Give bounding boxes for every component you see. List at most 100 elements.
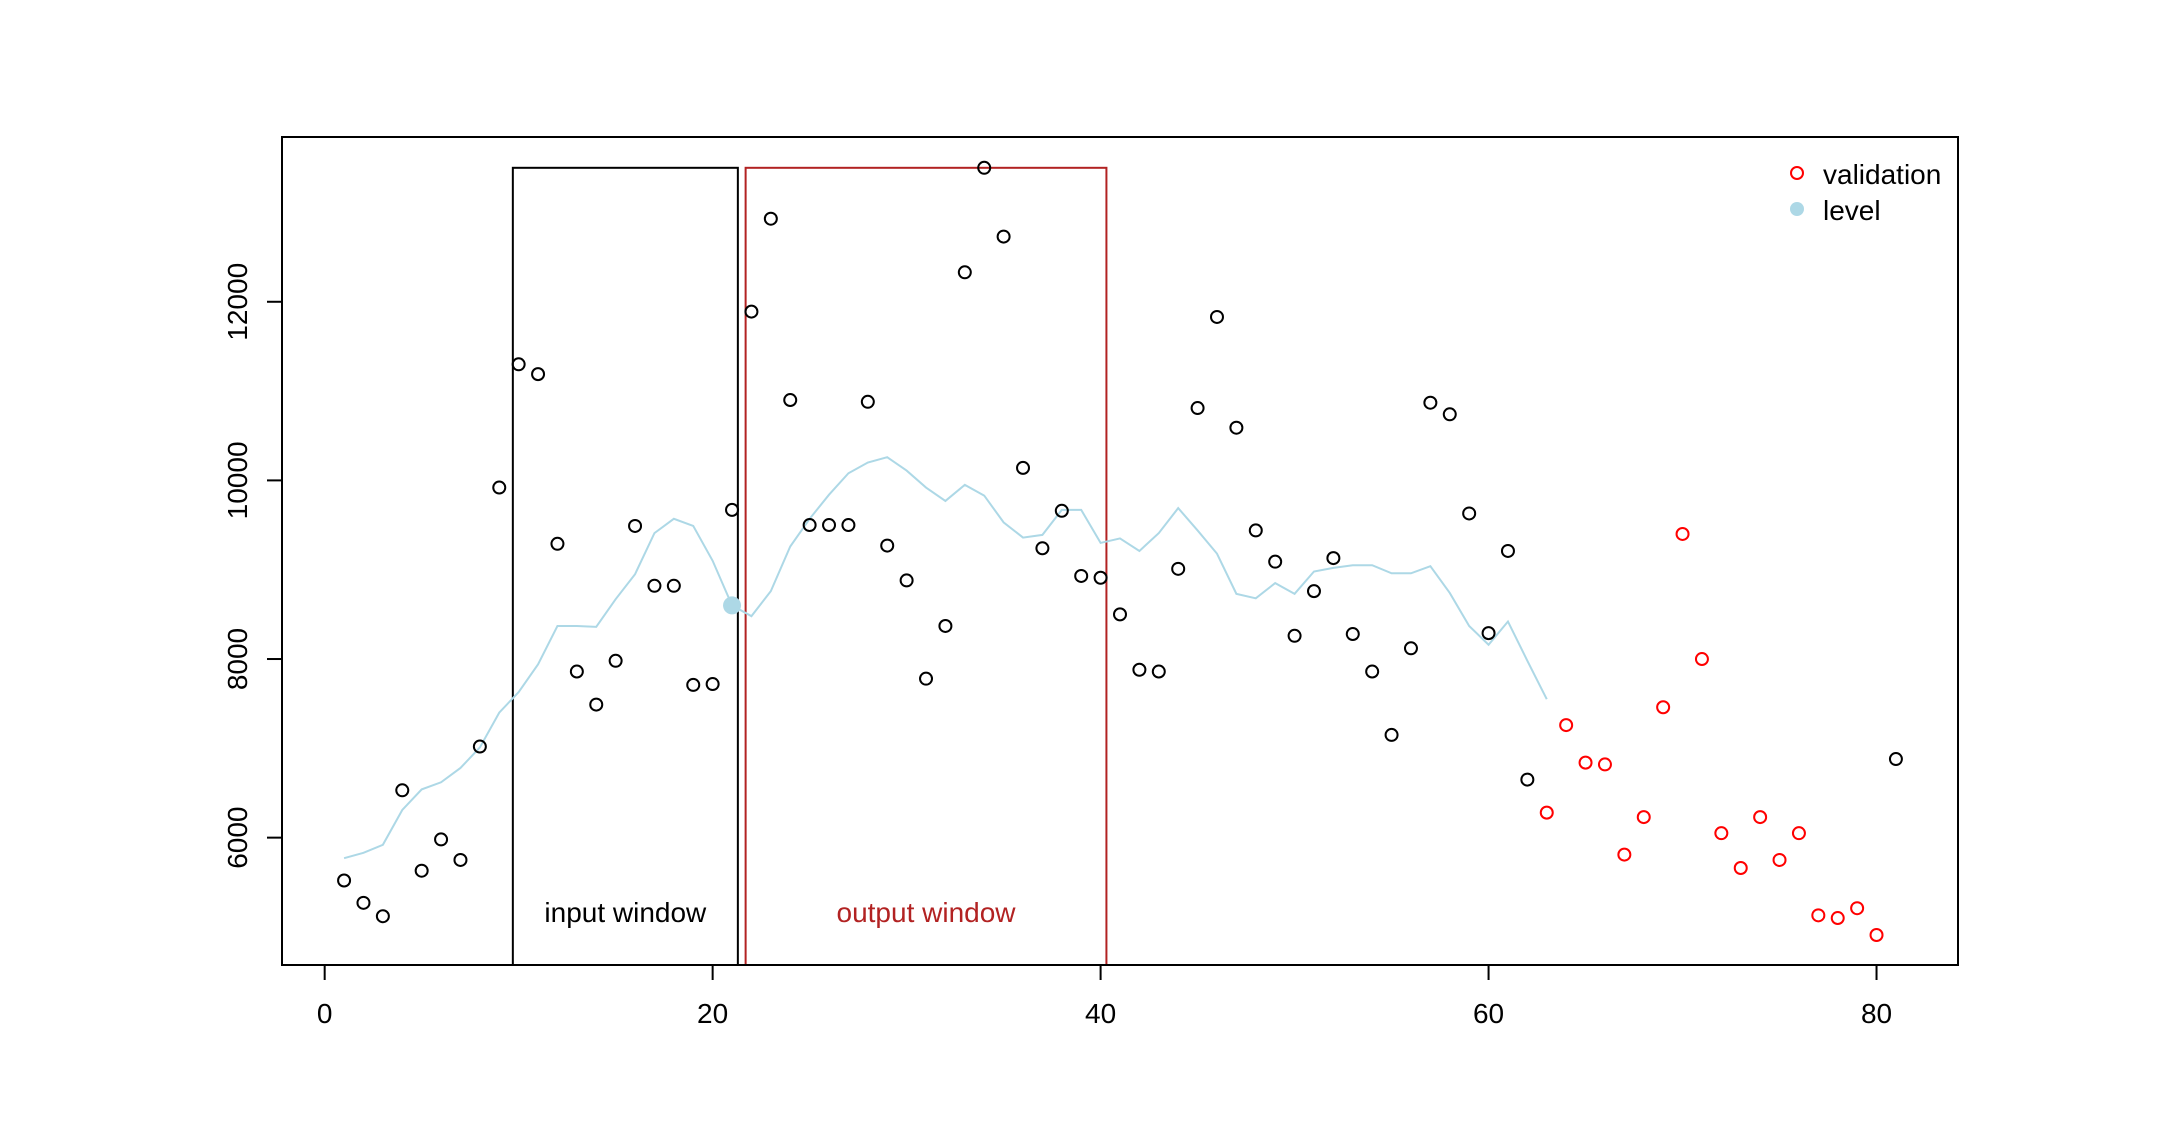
observed-point xyxy=(1171,561,1186,576)
validation-point xyxy=(1578,755,1593,770)
validation-point xyxy=(1559,718,1574,733)
observed-point xyxy=(841,518,856,533)
validation-point xyxy=(1694,652,1709,667)
observed-point xyxy=(550,536,565,551)
observed-point xyxy=(1500,543,1515,558)
observed-point xyxy=(472,739,487,754)
observed-point xyxy=(1113,607,1127,622)
observed-point xyxy=(337,873,352,888)
observed-point xyxy=(608,653,623,668)
observed-point xyxy=(1132,662,1147,677)
observed-point xyxy=(647,578,662,593)
observed-point xyxy=(1209,309,1224,324)
legend-level-label: level xyxy=(1823,195,1881,226)
observed-point xyxy=(1248,523,1263,538)
validation-point xyxy=(1869,927,1884,942)
observed-point xyxy=(1345,627,1360,642)
validation-point xyxy=(1830,911,1845,926)
observed-point xyxy=(880,538,895,553)
y-tick-label: 10000 xyxy=(222,441,253,519)
legend-validation-marker xyxy=(1790,166,1804,180)
observed-point xyxy=(1520,772,1535,787)
observed-point xyxy=(919,671,934,686)
level-line xyxy=(343,456,1548,860)
observed-point xyxy=(899,573,914,588)
observed-point xyxy=(705,677,720,692)
observed-point xyxy=(1326,551,1341,566)
observed-point xyxy=(589,697,604,712)
observed-point xyxy=(395,783,410,798)
y-tick-label: 6000 xyxy=(222,806,253,868)
validation-point xyxy=(1539,805,1554,820)
observed-point xyxy=(1151,664,1166,679)
observed-point xyxy=(1423,395,1438,410)
validation-point xyxy=(1811,908,1826,923)
observed-point xyxy=(1093,570,1108,585)
x-tick-label: 60 xyxy=(1473,998,1504,1029)
y-tick-label: 12000 xyxy=(222,263,253,341)
observed-point xyxy=(822,518,837,533)
observed-point xyxy=(1268,554,1283,569)
observed-point xyxy=(1074,568,1089,583)
validation-point xyxy=(1753,810,1768,825)
y-tick-label: 8000 xyxy=(222,628,253,690)
legend-validation-label: validation xyxy=(1823,159,1941,190)
observed-point xyxy=(1190,401,1205,416)
validation-point xyxy=(1597,757,1612,772)
observed-point xyxy=(356,895,371,910)
observed-point xyxy=(1229,420,1244,435)
output-window-rect xyxy=(744,166,1108,967)
observed-point xyxy=(511,357,526,372)
observed-point xyxy=(957,265,972,280)
validation-point xyxy=(1772,852,1787,867)
validation-point xyxy=(1850,901,1865,916)
output-window-label: output window xyxy=(837,897,1017,928)
validation-point xyxy=(1733,861,1748,876)
observed-point xyxy=(744,304,759,319)
observed-point xyxy=(1888,752,1903,767)
observed-point xyxy=(860,394,875,409)
validation-point xyxy=(1714,826,1729,841)
observed-point xyxy=(686,677,701,692)
observed-point xyxy=(531,367,546,382)
observed-point xyxy=(996,229,1011,244)
validation-point xyxy=(1656,700,1671,715)
observed-point xyxy=(783,393,798,408)
observed-point xyxy=(1442,407,1457,422)
input-window-rect xyxy=(511,166,739,967)
observed-point xyxy=(1481,626,1496,641)
observed-point xyxy=(1306,584,1321,599)
observed-point xyxy=(434,832,449,847)
observed-point xyxy=(1054,503,1069,518)
observed-point xyxy=(763,211,778,226)
validation-point xyxy=(1791,826,1806,841)
observed-point xyxy=(977,160,992,175)
x-tick-label: 40 xyxy=(1085,998,1116,1029)
legend-level-marker xyxy=(1790,202,1804,216)
validation-point xyxy=(1636,810,1651,825)
observed-point xyxy=(1016,460,1031,475)
observed-point xyxy=(453,852,468,867)
observed-point xyxy=(666,578,681,593)
validation-point xyxy=(1675,526,1690,541)
x-tick-label: 20 xyxy=(697,998,728,1029)
observed-point xyxy=(569,664,584,679)
observed-point xyxy=(1462,506,1477,521)
level-marker xyxy=(723,596,742,615)
observed-point xyxy=(1035,541,1050,556)
observed-point xyxy=(375,909,390,924)
observed-point xyxy=(1365,664,1380,679)
plot-frame xyxy=(281,136,1959,966)
legend: validation level xyxy=(1790,159,1941,226)
observed-point xyxy=(414,863,429,878)
observed-point xyxy=(938,618,953,633)
input-window-label: input window xyxy=(544,897,707,928)
validation-point xyxy=(1617,847,1632,862)
x-tick-label: 80 xyxy=(1861,998,1892,1029)
observed-point xyxy=(1403,641,1418,656)
observed-point xyxy=(1287,628,1302,643)
observed-point xyxy=(1384,727,1399,742)
observed-point xyxy=(492,480,507,495)
observed-point xyxy=(628,518,643,533)
